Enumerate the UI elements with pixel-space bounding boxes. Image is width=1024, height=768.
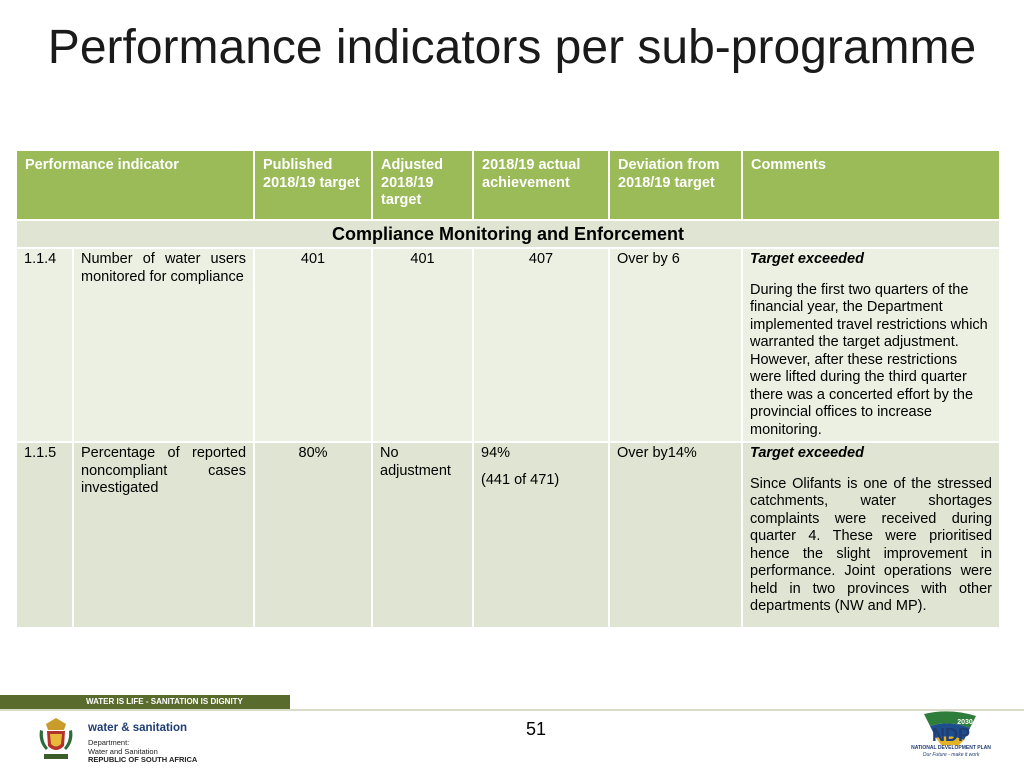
actual-achievement: 94% (441 of 471) xyxy=(472,441,611,629)
deviation: Over by14% xyxy=(608,441,744,629)
actual-achievement: 407 xyxy=(472,247,611,443)
indicator-name: Percentage of reported noncompliant case… xyxy=(71,441,256,629)
comment-text: During the first two quarters of the fin… xyxy=(750,281,988,438)
comments-cell: Target exceeded Since Olifants is one of… xyxy=(741,441,1002,629)
department-logo-text: water & sanitation Department: Water and… xyxy=(88,722,197,765)
section-row: Compliance Monitoring and Enforcement xyxy=(14,219,1002,249)
deviation: Over by 6 xyxy=(608,247,744,443)
adjusted-target: 401 xyxy=(371,247,475,443)
header-deviation: Deviation from 2018/19 target xyxy=(608,149,744,221)
slide-title: Performance indicators per sub-programme xyxy=(47,21,977,74)
comment-heading: Target exceeded xyxy=(750,251,864,267)
performance-table: Performance indicator Published 2018/19 … xyxy=(14,149,1002,629)
ndp-name: NATIONAL DEVELOPMENT PLAN xyxy=(911,745,991,751)
comments-cell: Target exceeded During the first two qua… xyxy=(741,247,1002,443)
actual-count: (441 of 471) xyxy=(481,471,560,488)
ndp-text: NDP xyxy=(932,725,970,745)
published-target: 80% xyxy=(253,441,374,629)
dept-label: Department: xyxy=(88,738,130,747)
comment-text: Since Olifants is one of the stressed ca… xyxy=(750,475,993,615)
coat-of-arms-icon xyxy=(39,718,73,759)
comment-heading: Target exceeded xyxy=(750,445,864,461)
ndp-year: 2030 xyxy=(957,719,973,726)
actual-value: 94% xyxy=(481,445,511,461)
published-target: 401 xyxy=(253,247,374,443)
header-published-target: Published 2018/19 target xyxy=(253,149,374,221)
footer-divider xyxy=(0,709,1024,711)
header-actual-achievement: 2018/19 actual achievement xyxy=(472,149,611,221)
footer-slogan-band: WATER IS LIFE - SANITATION IS DIGNITY xyxy=(0,695,290,709)
header-performance-indicator: Performance indicator xyxy=(14,149,256,221)
section-title: Compliance Monitoring and Enforcement xyxy=(14,219,1002,249)
ndp-tagline: Our Future - make it work xyxy=(922,752,980,758)
dept-name: Water and Sanitation xyxy=(88,746,158,756)
table-header-row: Performance indicator Published 2018/19 … xyxy=(14,149,1002,221)
table-row: 1.1.4 Number of water users monitored fo… xyxy=(15,247,1002,443)
indicator-name: Number of water users monitored for comp… xyxy=(71,247,256,443)
ndp-logo-icon: NDP 2030 xyxy=(924,711,976,746)
adjusted-target: No adjustment xyxy=(371,441,475,629)
indicator-number: 1.1.5 xyxy=(15,441,74,629)
indicator-number: 1.1.4 xyxy=(15,247,74,443)
country-name: REPUBLIC OF SOUTH AFRICA xyxy=(88,755,198,764)
brand-name: water & sanitation xyxy=(88,722,188,734)
header-comments: Comments xyxy=(741,149,1002,221)
actual-value: 407 xyxy=(528,251,554,267)
table-row: 1.1.5 Percentage of reported noncomplian… xyxy=(15,441,1002,629)
header-adjusted-target: Adjusted 2018/19 target xyxy=(371,149,475,221)
page-number: 51 xyxy=(525,719,547,739)
